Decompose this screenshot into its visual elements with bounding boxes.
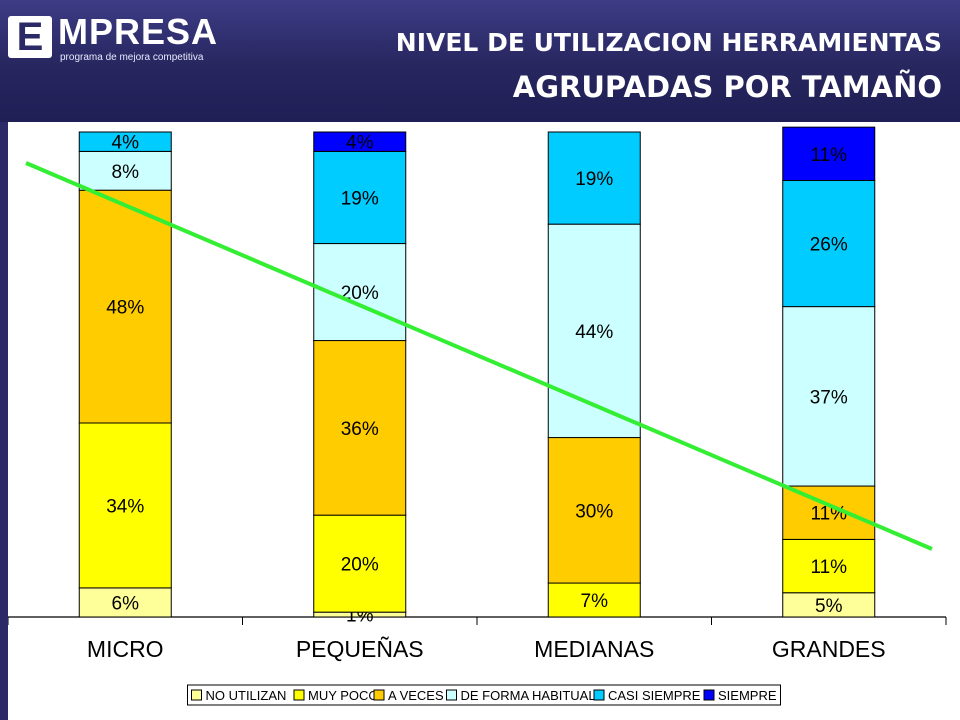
bar-segment-grandes-siempre — [782, 126, 876, 181]
legend-box — [187, 684, 781, 706]
bar-segment-medianas-de-forma-habitual — [547, 223, 641, 439]
bar-segment-medianas-casi-siempre — [547, 131, 641, 225]
data-label: 48% — [106, 298, 144, 319]
category-label-micro: MICRO — [87, 636, 164, 662]
data-label: 11% — [810, 557, 847, 578]
legend-label-de-forma-habitual: DE FORMA HABITUAL — [461, 688, 596, 703]
legend-swatch-a-veces — [373, 689, 385, 701]
bar-segment-medianas-muy-poco — [547, 582, 641, 618]
bar-segment-grandes-casi-siempre — [782, 180, 876, 308]
trend-line — [25, 161, 933, 551]
legend-swatch-no-utilizan — [191, 689, 202, 701]
legend-label-siempre: SIEMPRE — [718, 688, 777, 703]
bar-segment-grandes-a-veces — [782, 485, 876, 540]
data-label: 34% — [106, 496, 144, 517]
data-label: 19% — [341, 188, 379, 209]
data-label: 4% — [346, 133, 374, 154]
bar-segment-grandes-de-forma-habitual — [782, 306, 876, 487]
data-label: 36% — [341, 419, 379, 440]
data-label: 37% — [810, 387, 848, 408]
bar-segment-grandes-no-utilizan — [782, 592, 876, 618]
data-label: 7% — [581, 591, 609, 612]
logo-tagline: programa de mejora competitiva — [60, 52, 204, 63]
legend-label-muy-poco: MUY POCO — [308, 688, 379, 703]
legend-swatch-de-forma-habitual — [446, 689, 457, 701]
slide-title-line1: NIVEL DE UTILIZACION HERRAMIENTAS — [395, 28, 942, 57]
bar-segment-medianas-a-veces — [547, 437, 641, 584]
category-label-pequenas: PEQUEÑAS — [296, 636, 424, 662]
bar-segment-pequenas-casi-siempre — [313, 150, 407, 245]
bar-segment-pequenas-siempre — [313, 131, 407, 152]
data-label: 8% — [112, 162, 140, 183]
bar-segment-micro-muy-poco — [78, 422, 172, 589]
legend-swatch-casi-siempre — [593, 689, 605, 701]
data-label: 20% — [341, 283, 379, 304]
bar-segment-pequenas-a-veces — [313, 340, 407, 516]
category-label-grandes: GRANDES — [772, 636, 886, 662]
category-label-medianas: MEDIANAS — [534, 636, 654, 662]
legend-swatch-muy-poco — [293, 689, 305, 701]
logo-letter: E — [8, 16, 52, 58]
bar-segment-grandes-muy-poco — [782, 538, 876, 594]
slide-title-line2: AGRUPADAS POR TAMAÑO — [512, 70, 942, 104]
data-label: 30% — [575, 501, 613, 522]
logo-word: MPRESA — [58, 11, 219, 52]
data-label: 26% — [810, 235, 848, 256]
legend-swatch-siempre — [703, 689, 715, 701]
bar-segment-micro-no-utilizan — [78, 587, 172, 618]
data-label: 6% — [112, 593, 140, 614]
chart-area: 6% 34% 48% 8% 4% MICRO 1% 20% 36% 20% 19% 4% PEQUEÑA… — [8, 122, 960, 720]
data-label: 19% — [575, 169, 613, 190]
bar-segment-micro-casi-siempre — [78, 131, 172, 152]
data-label: 4% — [112, 133, 140, 154]
data-label: 44% — [575, 322, 613, 343]
legend-label-a-veces: A VECES — [388, 688, 444, 703]
data-label: 5% — [815, 596, 843, 617]
empresa-logo: E MPRESA programa de mejora competitiva — [8, 12, 217, 74]
legend-label-casi-siempre: CASI SIEMPRE — [608, 688, 701, 703]
header-banner: E MPRESA programa de mejora competitiva … — [0, 0, 960, 122]
legend-label-no-utilizan: NO UTILIZAN — [206, 688, 287, 703]
stacked-bar-chart: 6%34%48%8%4%MICRO1%20%36%20%19%4%PEQUEÑA… — [8, 126, 947, 706]
data-label: 11% — [810, 145, 847, 166]
bar-segment-pequenas-muy-poco — [313, 514, 407, 613]
data-label: 20% — [341, 555, 379, 576]
